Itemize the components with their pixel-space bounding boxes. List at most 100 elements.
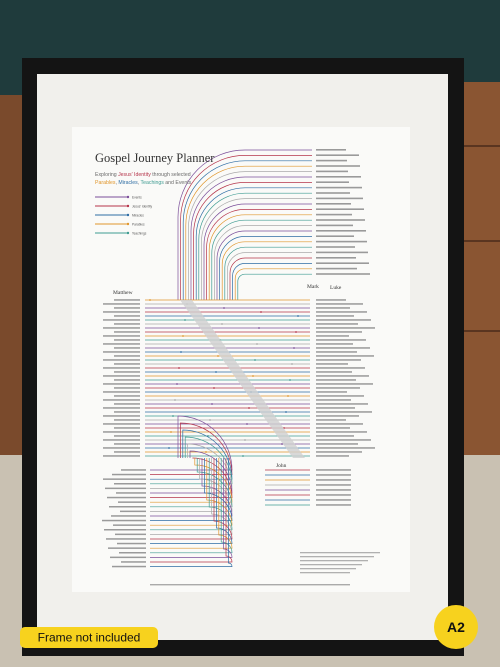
text-stub — [103, 327, 140, 329]
text-stub — [316, 262, 369, 264]
text-stub — [316, 159, 347, 162]
text-stub — [316, 176, 361, 178]
text-stub — [103, 343, 140, 345]
text-stub — [316, 447, 375, 449]
text-stub — [316, 335, 349, 337]
text-stub — [316, 307, 350, 309]
text-stub — [316, 224, 353, 227]
route-dot — [174, 399, 176, 401]
text-stub — [114, 379, 140, 381]
text-stub — [316, 474, 351, 476]
legend-dot — [126, 222, 130, 226]
route-dot — [285, 411, 287, 413]
text-stub — [114, 395, 140, 397]
size-badge-text: A2 — [447, 619, 465, 635]
text-stub — [114, 347, 140, 349]
route-dot — [176, 383, 178, 385]
text-stub — [316, 379, 356, 381]
text-stub — [114, 323, 140, 325]
text-stub — [102, 519, 146, 522]
poster-title: Gospel Journey Planner — [95, 151, 215, 165]
text-stub — [103, 303, 140, 305]
text-stub — [116, 492, 146, 494]
text-stub — [316, 154, 359, 156]
route-line — [150, 422, 233, 475]
legend-dot — [126, 231, 130, 235]
gospel-label: Luke — [330, 285, 342, 291]
route-line — [190, 176, 312, 300]
route-dot — [252, 375, 254, 377]
text-stub — [316, 257, 356, 259]
text-stub — [316, 311, 367, 313]
text-stub — [111, 515, 146, 517]
frame-badge — [20, 627, 158, 648]
route-line — [150, 458, 233, 567]
text-stub — [316, 230, 366, 232]
text-stub — [316, 273, 370, 275]
route-line — [201, 198, 312, 300]
text-stub — [316, 427, 350, 429]
text-stub — [103, 319, 140, 321]
legend-dot — [126, 204, 130, 208]
route-dot — [297, 315, 299, 317]
route-dot — [149, 299, 151, 301]
text-stub — [316, 407, 355, 409]
text-stub — [316, 455, 349, 457]
route-line — [232, 263, 312, 300]
text-stub — [103, 383, 140, 385]
text-stub — [316, 451, 362, 453]
text-stub — [316, 327, 375, 329]
route-line — [234, 268, 312, 300]
route-line — [237, 273, 312, 300]
route-dot — [281, 443, 283, 445]
route-dot — [215, 371, 217, 373]
text-stub — [106, 538, 146, 540]
text-stub — [316, 375, 369, 377]
text-stub — [316, 387, 360, 389]
route-line — [150, 429, 233, 480]
route-dot — [172, 415, 174, 417]
text-stub — [118, 501, 146, 503]
text-stub — [121, 561, 146, 563]
text-stub — [316, 435, 354, 437]
subtitle-part: Miracles — [118, 180, 138, 186]
legend: Events Jesus' Identity Miracles Parables Tea… — [95, 196, 153, 236]
drawer-line — [462, 145, 500, 147]
route-dot — [287, 395, 289, 397]
text-stub — [105, 487, 146, 490]
text-stub — [103, 375, 140, 377]
route-dot — [223, 307, 225, 309]
route-dot — [295, 331, 297, 333]
subtitle-part: Teachings — [140, 180, 164, 186]
route-line — [185, 165, 312, 300]
text-stub — [316, 443, 358, 445]
size-badge — [434, 605, 478, 649]
text-stub — [103, 359, 140, 361]
text-stub — [316, 355, 374, 357]
route-line — [224, 246, 312, 300]
route-dot — [178, 367, 180, 369]
text-stub — [108, 547, 146, 549]
text-stub — [316, 351, 357, 353]
text-stub — [316, 469, 351, 471]
text-stub — [316, 343, 353, 345]
text-stub — [103, 478, 146, 480]
text-stub — [316, 359, 361, 361]
route-line — [150, 450, 233, 494]
text-stub — [316, 494, 351, 496]
route-line — [195, 187, 312, 300]
text-stub — [316, 149, 346, 151]
text-stub — [316, 240, 367, 243]
route-line — [211, 219, 312, 300]
text-stub — [103, 311, 140, 313]
route-dot — [213, 387, 215, 389]
gospel-label: Matthew — [113, 290, 133, 296]
route-line — [180, 155, 312, 300]
text-stub — [114, 443, 140, 445]
text-stub — [114, 355, 140, 357]
route-line — [150, 458, 233, 526]
text-stub — [103, 367, 140, 369]
route-dot — [168, 447, 170, 449]
route-dot — [184, 319, 186, 321]
text-stub — [109, 506, 146, 508]
